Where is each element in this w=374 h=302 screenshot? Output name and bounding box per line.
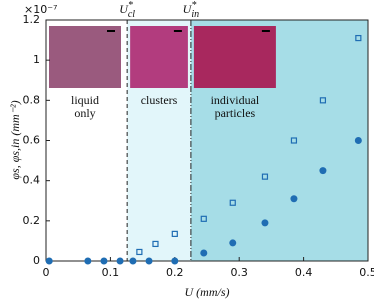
- y-scale-label: ×10⁻⁷: [24, 3, 57, 16]
- y-tick-label: 0: [33, 254, 40, 267]
- symbol: U: [183, 2, 193, 16]
- y-tick-label: 1: [33, 53, 40, 66]
- point: [319, 97, 327, 104]
- region-label: liquid: [71, 93, 99, 107]
- symbol: U: [119, 2, 129, 16]
- x-tick-label: 0.1: [102, 266, 120, 279]
- point: [290, 137, 298, 144]
- y-tick-label: 0.8: [23, 93, 41, 106]
- point: [171, 230, 178, 237]
- x-tick-label: 0.5: [359, 266, 374, 279]
- point: [129, 257, 137, 265]
- point: [229, 239, 237, 247]
- sup: *: [191, 0, 196, 11]
- point: [354, 137, 362, 144]
- x-tick-label: 0: [43, 266, 50, 279]
- point: [136, 248, 143, 256]
- point: [100, 257, 108, 265]
- point: [116, 257, 124, 265]
- region-label: individual: [211, 93, 260, 107]
- x-axis-label: U (mm/s): [185, 285, 230, 299]
- point: [261, 173, 269, 180]
- point: [355, 34, 362, 42]
- sub: in: [191, 9, 199, 20]
- y-tick-label: 0.6: [23, 134, 41, 147]
- micrograph: [130, 26, 188, 88]
- point: [290, 195, 298, 203]
- point: [200, 215, 207, 222]
- sup: *: [128, 0, 133, 11]
- x-tick-label: 0.3: [230, 266, 248, 279]
- point: [171, 257, 179, 265]
- threshold-label: U* in: [183, 0, 199, 20]
- point: [200, 249, 208, 257]
- micrograph: [193, 26, 276, 88]
- micrograph: [49, 26, 121, 88]
- scale-bar: [173, 30, 182, 32]
- sub: cl: [128, 9, 135, 20]
- threshold-label: U* cl: [119, 0, 135, 20]
- point: [261, 219, 269, 227]
- point: [84, 257, 92, 265]
- y-tick-label: 0.2: [23, 214, 41, 227]
- y-axis-label: φs, φs,in (mm⁻²): [8, 100, 22, 179]
- scale-bar: [261, 30, 270, 32]
- y-tick-label: 0.4: [23, 174, 41, 187]
- region-label: particles: [215, 106, 256, 120]
- point: [229, 199, 236, 206]
- x-tick-label: 0.4: [295, 266, 313, 279]
- point: [319, 167, 327, 175]
- scale-bar: [107, 30, 115, 32]
- point: [45, 257, 53, 265]
- x-tick-label: 0.2: [166, 266, 184, 279]
- point: [152, 240, 159, 248]
- region-label: only: [74, 106, 95, 120]
- y-tick-label: 1.2: [23, 13, 41, 26]
- region-label: clusters: [141, 93, 178, 107]
- point: [145, 257, 153, 265]
